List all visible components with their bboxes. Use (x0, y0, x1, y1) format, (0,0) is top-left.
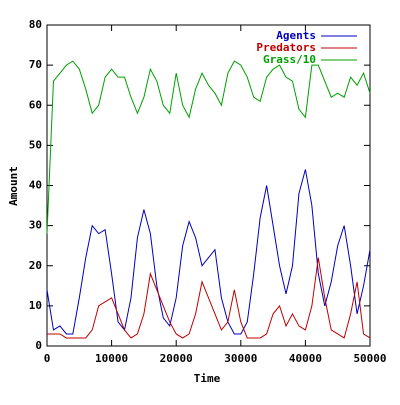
series-line (46, 60, 371, 234)
x-tick-label: 30000 (224, 352, 257, 365)
y-axis-label: Amount (7, 166, 20, 206)
y-tick-label: 0 (35, 339, 42, 352)
y-tick-label: 20 (29, 259, 42, 272)
x-tick-label: 50000 (353, 352, 386, 365)
x-tick-label: 20000 (160, 352, 193, 365)
y-tick-label: 80 (29, 18, 42, 31)
y-tick-label: 50 (29, 138, 42, 151)
x-tick-label: 40000 (289, 352, 322, 365)
y-tick-label: 40 (29, 179, 42, 192)
legend-label: Agents (276, 29, 316, 42)
y-tick-label: 60 (29, 98, 42, 111)
legend-label: Grass/10 (263, 53, 316, 66)
series-line (46, 169, 371, 335)
y-tick-label: 10 (29, 299, 42, 312)
x-axis-label: Time (194, 372, 221, 385)
y-tick-label: 70 (29, 58, 42, 71)
legend-label: Predators (256, 41, 316, 54)
x-tick-label: 0 (44, 352, 51, 365)
series-line (47, 257, 371, 339)
y-tick-label: 30 (29, 219, 42, 232)
x-tick-label: 10000 (95, 352, 128, 365)
